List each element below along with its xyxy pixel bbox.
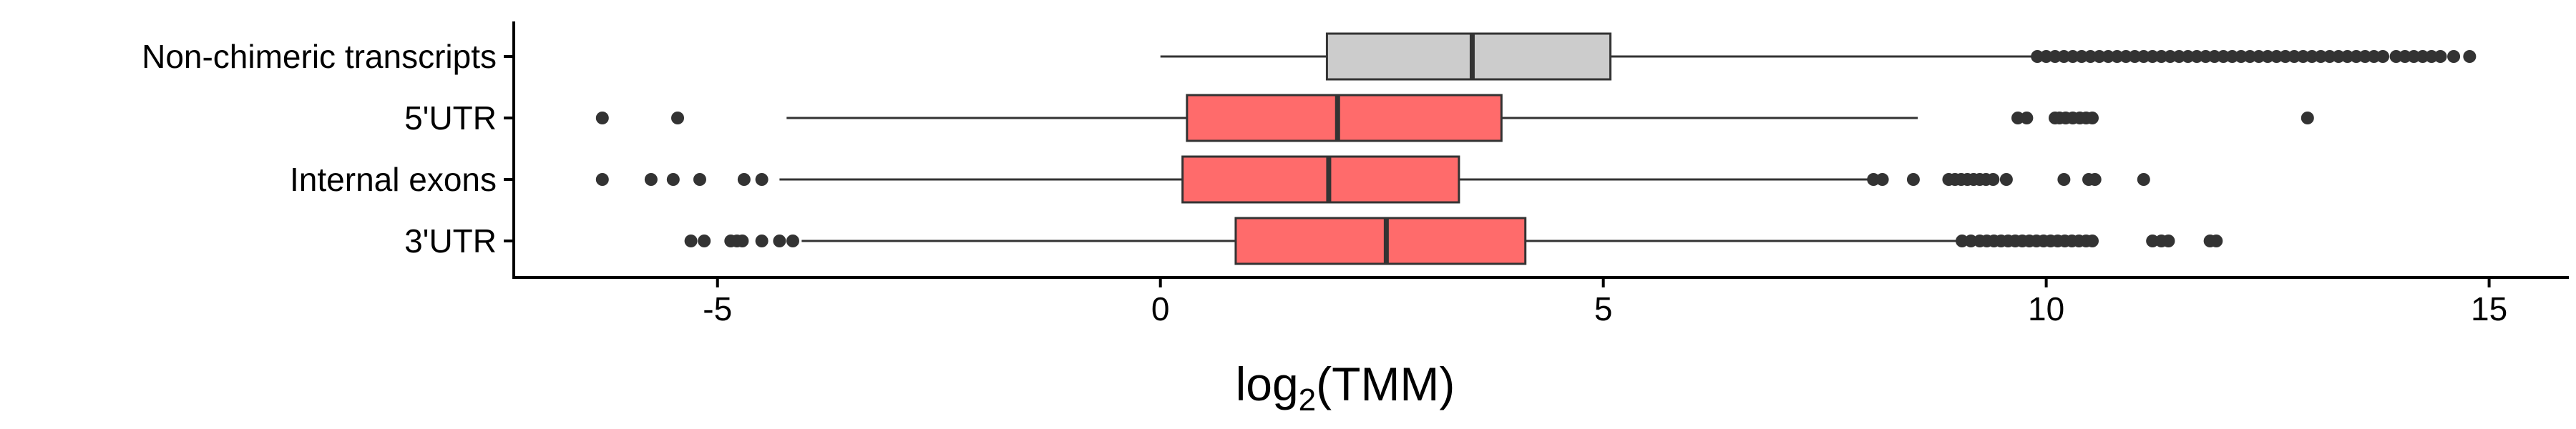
outlier-point <box>2102 50 2115 63</box>
outlier-point <box>737 173 751 186</box>
outlier-point <box>2092 50 2106 63</box>
outlier-point <box>2119 50 2133 63</box>
outlier-point <box>2217 50 2230 63</box>
outlier-point <box>2225 50 2239 63</box>
outlier-point <box>2278 50 2292 63</box>
outlier-point <box>2358 50 2372 63</box>
box <box>1181 155 1460 204</box>
outlier-point <box>1964 235 1978 247</box>
outlier-point <box>2301 112 2314 124</box>
outlier-point <box>2049 50 2062 63</box>
outlier-point <box>2407 50 2421 63</box>
outlier-point <box>671 112 685 124</box>
outlier-point <box>2172 50 2186 63</box>
outlier-point <box>2332 50 2346 63</box>
outlier-point <box>2137 50 2150 63</box>
outlier-point <box>2085 112 2099 124</box>
outlier-point <box>2162 235 2175 247</box>
outlier-point <box>2296 50 2310 63</box>
outlier-point <box>2323 50 2336 63</box>
outlier-point <box>2137 173 2150 186</box>
outlier-point <box>2146 50 2160 63</box>
outlier-point <box>755 173 769 186</box>
box <box>1186 94 1503 142</box>
outlier-point <box>666 173 680 186</box>
outlier-point <box>2084 50 2097 63</box>
outlier-point <box>2367 50 2381 63</box>
outlier-point <box>2447 50 2461 63</box>
outlier-point <box>2314 50 2328 63</box>
outlier-point <box>2463 50 2477 63</box>
outlier-point <box>2190 50 2204 63</box>
x-tick-label: 10 <box>2028 290 2064 327</box>
outlier-point <box>2085 235 2099 247</box>
outlier-point <box>1867 173 1880 186</box>
outlier-point <box>2349 50 2363 63</box>
outlier-point <box>2306 50 2318 63</box>
y-category-label: Internal exons <box>290 161 497 198</box>
outlier-point <box>2066 50 2079 63</box>
outlier-point <box>2146 235 2160 247</box>
outlier-point <box>2252 50 2265 63</box>
outlier-point <box>2341 50 2354 63</box>
y-category-label: Non-chimeric transcripts <box>142 38 497 75</box>
outlier-point <box>2057 50 2071 63</box>
outlier-point <box>684 235 698 247</box>
outlier-point <box>2075 50 2089 63</box>
outlier-point <box>2434 50 2447 63</box>
outlier-point <box>1906 173 1920 186</box>
outlier-point <box>693 173 706 186</box>
outlier-point <box>2425 50 2439 63</box>
outlier-point <box>2416 50 2429 63</box>
outlier-point <box>595 173 609 186</box>
outlier-point <box>644 173 658 186</box>
y-category-label: 3'UTR <box>404 222 497 260</box>
outlier-point <box>2288 50 2301 63</box>
outlier-point <box>698 235 711 247</box>
outlier-point <box>2163 50 2177 63</box>
x-axis-title-base: log <box>1236 358 1299 410</box>
outlier-point <box>2181 50 2195 63</box>
outlier-point <box>2261 50 2275 63</box>
outlier-point <box>2234 50 2248 63</box>
outlier-point <box>2199 50 2212 63</box>
outlier-point <box>2389 50 2403 63</box>
outlier-point <box>773 235 786 247</box>
x-axis-title-subscript: 2 <box>1299 383 1316 418</box>
outlier-point <box>2155 50 2168 63</box>
x-axis-title-rest: (TMM) <box>1316 358 1455 410</box>
outlier-point <box>2207 50 2221 63</box>
outlier-point <box>2210 235 2223 247</box>
x-tick-label: 15 <box>2471 290 2507 327</box>
outlier-point <box>2128 50 2142 63</box>
outlier-point <box>2110 50 2124 63</box>
outlier-point <box>786 235 799 247</box>
outlier-point <box>1999 173 2013 186</box>
plot-area: -5 0 5 10 15 Non-chimeric transcripts 5'UTR Int… <box>142 21 2569 327</box>
outlier-point <box>2011 112 2025 124</box>
outlier-point <box>2243 50 2257 63</box>
box <box>1234 217 1527 265</box>
outlier-point <box>2376 50 2390 63</box>
outlier-point <box>1956 235 1969 247</box>
outlier-point <box>2057 173 2071 186</box>
y-category-label: 5'UTR <box>404 99 497 137</box>
outlier-point <box>1875 173 1889 186</box>
x-tick-label: -5 <box>703 290 732 327</box>
outlier-point <box>2020 112 2034 124</box>
x-tick-label: 5 <box>1594 290 1613 327</box>
outlier-point <box>2031 50 2044 63</box>
outlier-point <box>2088 173 2102 186</box>
x-axis-title: log2(TMM) <box>1236 358 1455 418</box>
outlier-point <box>755 235 769 247</box>
x-tick-label: 0 <box>1151 290 1170 327</box>
box <box>1325 32 1612 81</box>
outlier-point <box>1986 173 2000 186</box>
outlier-point <box>2039 50 2053 63</box>
outlier-point <box>2398 50 2411 63</box>
outlier-point <box>595 112 609 124</box>
outlier-point <box>736 235 749 247</box>
outlier-point <box>2270 50 2283 63</box>
